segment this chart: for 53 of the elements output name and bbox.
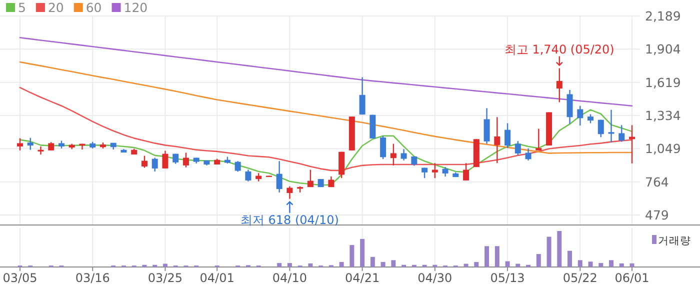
bar: [287, 263, 292, 267]
x-tick-label: 03/16: [75, 271, 110, 285]
bar: [505, 261, 510, 267]
x-tick-label: 04/30: [418, 271, 452, 285]
bar: [360, 238, 365, 267]
bar: [474, 262, 479, 267]
bar: [609, 260, 614, 267]
annotation: 최고 1,740 (05/20): [504, 42, 614, 56]
legend-label: 거래량: [658, 235, 691, 247]
bar: [484, 246, 490, 267]
y-tick-label: 479: [645, 208, 669, 222]
x-tick-label: 05/13: [490, 271, 525, 285]
bar: [568, 250, 572, 267]
y-tick-label: 1,334: [645, 108, 681, 123]
x-tick-label: 04/01: [200, 271, 234, 285]
bar: [162, 264, 168, 267]
bar: [516, 264, 520, 267]
bar: [588, 262, 593, 267]
bar: [536, 254, 541, 267]
x-tick-label: 04/10: [272, 271, 307, 285]
bar: [380, 262, 386, 267]
x-tick-label: 03/05: [2, 271, 38, 285]
bar: [619, 263, 624, 267]
x-tick-label: 04/21: [345, 271, 380, 285]
bar: [494, 246, 500, 267]
bar: [339, 262, 344, 267]
legend-label: 5: [18, 0, 26, 15]
y-tick-label: 2,189: [645, 8, 681, 24]
legend: 거래량: [652, 235, 691, 247]
bar: [630, 263, 634, 267]
legend-label: 120: [124, 0, 148, 15]
bar: [464, 264, 468, 267]
x-tick-label: 05/22: [562, 271, 598, 285]
y-tick-label: 764: [645, 174, 669, 190]
legend-label: 20: [48, 0, 64, 15]
x-tick-label: 03/25: [148, 271, 183, 285]
bar: [391, 260, 396, 267]
annotation: 최고 1,740 (05/20): [504, 42, 614, 66]
bar: [557, 231, 562, 267]
bar: [546, 236, 552, 267]
bar: [370, 256, 375, 267]
annotation: 최저 618 (04/10): [240, 200, 339, 227]
bar: [578, 260, 582, 267]
bar: [350, 245, 354, 267]
x-tick-label: 06/01: [614, 271, 650, 285]
legend-label: 60: [86, 0, 102, 15]
bar: [308, 263, 313, 267]
y-tick-label: 1,619: [645, 74, 681, 90]
annotation: 최저 618 (04/10): [240, 212, 339, 227]
y-tick-label: 1,049: [645, 141, 681, 156]
bar: [277, 263, 282, 267]
y-tick-label: 1,904: [645, 42, 681, 57]
bar: [598, 263, 604, 267]
